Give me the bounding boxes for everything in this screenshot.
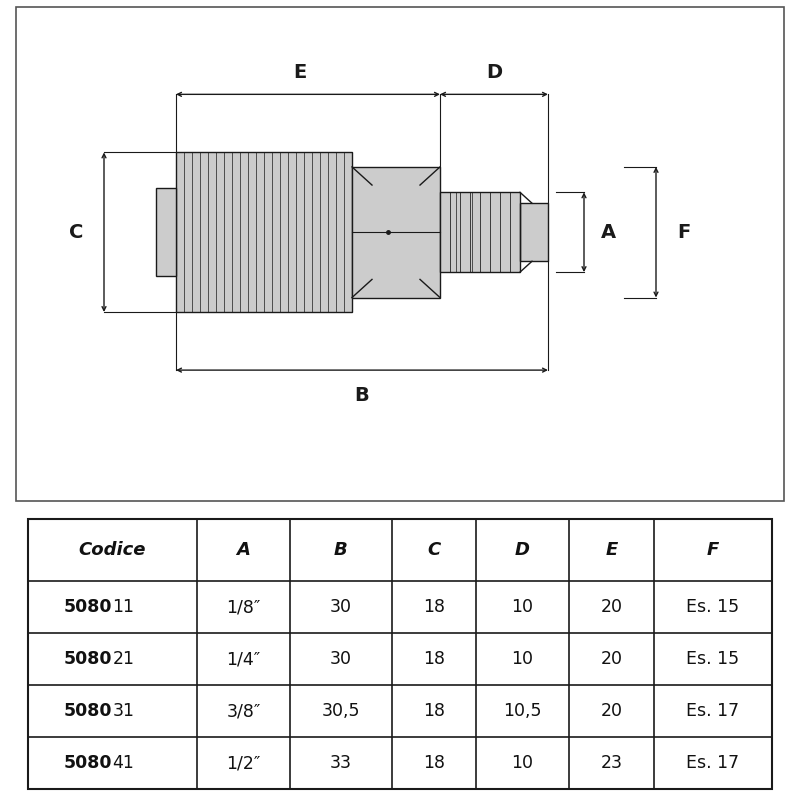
Text: 18: 18 bbox=[423, 598, 445, 616]
Text: 18: 18 bbox=[423, 754, 445, 772]
Text: Es. 15: Es. 15 bbox=[686, 598, 739, 616]
Text: D: D bbox=[515, 541, 530, 559]
Text: E: E bbox=[606, 541, 618, 559]
Bar bbox=[176, 152, 352, 312]
Bar bbox=[510, 192, 520, 272]
Text: 1/4″: 1/4″ bbox=[226, 650, 261, 668]
Text: 31: 31 bbox=[113, 702, 134, 720]
Text: B: B bbox=[334, 541, 348, 559]
Text: Es. 17: Es. 17 bbox=[686, 702, 739, 720]
Text: B: B bbox=[354, 386, 370, 405]
Text: 30: 30 bbox=[330, 650, 352, 668]
Text: 18: 18 bbox=[423, 702, 445, 720]
Text: 5080: 5080 bbox=[64, 754, 113, 772]
Text: 20: 20 bbox=[600, 650, 622, 668]
Bar bbox=[440, 192, 520, 272]
Text: 10: 10 bbox=[511, 598, 534, 616]
Text: 21: 21 bbox=[113, 650, 134, 668]
Text: 30,5: 30,5 bbox=[322, 702, 360, 720]
Bar bbox=[440, 192, 450, 272]
Text: 5080: 5080 bbox=[64, 702, 113, 720]
Text: D: D bbox=[486, 63, 502, 82]
Text: 10,5: 10,5 bbox=[503, 702, 542, 720]
Bar bbox=[460, 192, 470, 272]
Text: 5080: 5080 bbox=[64, 650, 113, 668]
Text: 3/8″: 3/8″ bbox=[226, 702, 261, 720]
Text: 11: 11 bbox=[113, 598, 134, 616]
Text: 1/2″: 1/2″ bbox=[226, 754, 261, 772]
Text: A: A bbox=[237, 541, 250, 559]
Text: E: E bbox=[294, 63, 306, 82]
Text: 41: 41 bbox=[113, 754, 134, 772]
Bar bbox=[520, 203, 548, 262]
Text: Codice: Codice bbox=[78, 541, 146, 559]
Text: 33: 33 bbox=[330, 754, 352, 772]
Bar bbox=[156, 188, 176, 276]
Bar bbox=[490, 192, 500, 272]
Bar bbox=[500, 192, 510, 272]
Text: 20: 20 bbox=[600, 702, 622, 720]
Text: Es. 17: Es. 17 bbox=[686, 754, 739, 772]
Text: C: C bbox=[69, 222, 83, 242]
Text: 20: 20 bbox=[600, 598, 622, 616]
Text: F: F bbox=[706, 541, 719, 559]
Text: 30: 30 bbox=[330, 598, 352, 616]
Text: 23: 23 bbox=[600, 754, 622, 772]
Text: Es. 15: Es. 15 bbox=[686, 650, 739, 668]
Bar bbox=[470, 192, 480, 272]
Bar bbox=[450, 192, 460, 272]
Text: 1/8″: 1/8″ bbox=[226, 598, 261, 616]
Text: 10: 10 bbox=[511, 650, 534, 668]
Bar bbox=[352, 167, 440, 298]
Bar bbox=[480, 192, 490, 272]
Text: A: A bbox=[601, 222, 615, 242]
Text: F: F bbox=[678, 222, 690, 242]
Text: 10: 10 bbox=[511, 754, 534, 772]
Text: C: C bbox=[427, 541, 441, 559]
Text: 5080: 5080 bbox=[64, 598, 113, 616]
Text: 18: 18 bbox=[423, 650, 445, 668]
